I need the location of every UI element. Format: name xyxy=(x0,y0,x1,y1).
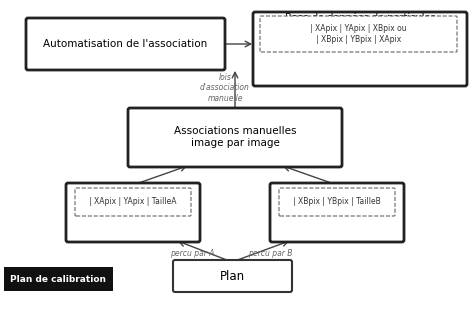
Text: Detection caméra A: Detection caméra A xyxy=(75,190,191,200)
Text: Automatisation de l'association: Automatisation de l'association xyxy=(43,39,207,49)
Text: Detection caméra B: Detection caméra B xyxy=(279,190,395,200)
FancyBboxPatch shape xyxy=(26,18,225,70)
Text: Associations manuelles
image par image: Associations manuelles image par image xyxy=(174,126,296,148)
Text: lois
d'association
manuelle: lois d'association manuelle xyxy=(200,73,250,103)
Text: Base de données de particules
percues par les deux caméras: Base de données de particules percues pa… xyxy=(285,13,435,35)
Text: | XApix | YApix | TailleA: | XApix | YApix | TailleA xyxy=(89,197,177,207)
FancyBboxPatch shape xyxy=(66,183,200,242)
Text: | XApix | YApix | XBpix ou
| XBpix | YBpix | XApix: | XApix | YApix | XBpix ou | XBpix | YBp… xyxy=(310,24,407,44)
FancyBboxPatch shape xyxy=(128,108,342,167)
Text: Plan de calibration: Plan de calibration xyxy=(10,275,107,284)
Text: percu par A: percu par A xyxy=(170,248,214,257)
Text: | XBpix | YBpix | TailleB: | XBpix | YBpix | TailleB xyxy=(293,197,381,207)
FancyBboxPatch shape xyxy=(270,183,404,242)
Text: Plan: Plan xyxy=(219,270,245,282)
FancyBboxPatch shape xyxy=(279,188,395,216)
Text: percu par B: percu par B xyxy=(248,248,292,257)
FancyBboxPatch shape xyxy=(4,267,113,291)
FancyBboxPatch shape xyxy=(253,12,467,86)
FancyBboxPatch shape xyxy=(260,16,457,52)
FancyBboxPatch shape xyxy=(173,260,292,292)
FancyBboxPatch shape xyxy=(75,188,191,216)
